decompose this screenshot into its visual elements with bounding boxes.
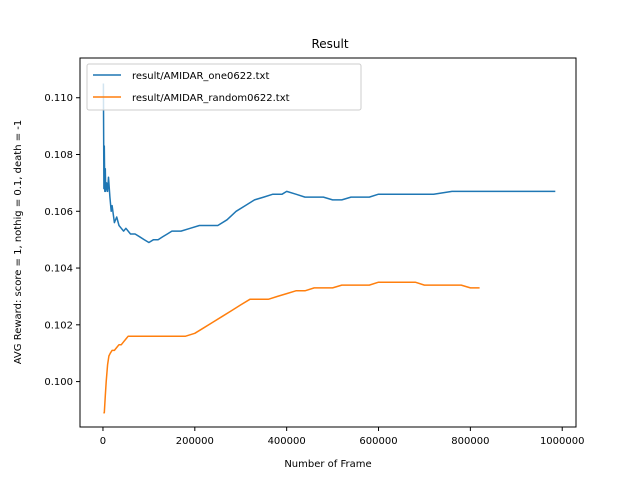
y-tick-label: 0.102 xyxy=(44,320,73,331)
x-tick-label: 600000 xyxy=(359,436,397,447)
y-tick-label: 0.106 xyxy=(44,207,73,218)
x-tick-label: 800000 xyxy=(451,436,489,447)
series-line-1 xyxy=(103,281,480,414)
x-axis: 0 200000 400000 600000 800000 1000000 xyxy=(100,427,585,447)
legend-label-one: result/AMIDAR_one0622.txt xyxy=(132,71,269,82)
plot-lines xyxy=(102,83,556,414)
x-tick-label: 1000000 xyxy=(540,436,585,447)
x-tick-label: 0 xyxy=(100,436,106,447)
y-tick-label: 0.110 xyxy=(44,93,73,104)
y-axis-label: AVG Reward: score = 1, nothig = 0.1, dea… xyxy=(13,120,24,365)
x-tick-label: 400000 xyxy=(268,436,306,447)
plot-frame xyxy=(79,57,577,428)
x-axis-label: Number of Frame xyxy=(284,459,371,470)
series-line-0 xyxy=(102,83,556,244)
legend-frame xyxy=(86,63,362,111)
y-axis: 0.100 0.102 0.104 0.106 0.108 0.110 xyxy=(44,93,80,388)
y-tick-label: 0.104 xyxy=(44,264,73,275)
y-tick-label: 0.108 xyxy=(44,150,73,161)
x-tick-label: 200000 xyxy=(176,436,214,447)
legend: result/AMIDAR_one0622.txt result/AMIDAR_… xyxy=(86,63,362,111)
legend-label-random: result/AMIDAR_random0622.txt xyxy=(132,93,290,104)
chart-title: Result xyxy=(311,37,348,51)
y-tick-label: 0.100 xyxy=(44,377,73,388)
